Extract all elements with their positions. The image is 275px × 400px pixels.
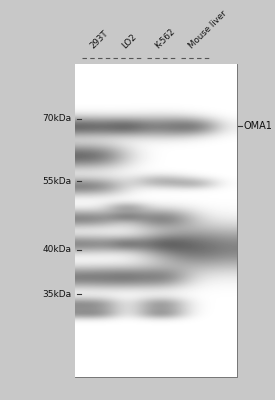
Text: K-562: K-562 — [153, 26, 177, 50]
Text: Mouse liver: Mouse liver — [187, 9, 229, 50]
Text: 70kDa: 70kDa — [42, 114, 72, 123]
Text: LO2: LO2 — [120, 32, 138, 50]
Text: OMA1: OMA1 — [243, 121, 272, 131]
Bar — [75, 64, 236, 376]
Text: 293T: 293T — [89, 28, 110, 50]
Text: 35kDa: 35kDa — [42, 290, 72, 299]
Text: 40kDa: 40kDa — [43, 245, 72, 254]
Text: 55kDa: 55kDa — [42, 177, 72, 186]
